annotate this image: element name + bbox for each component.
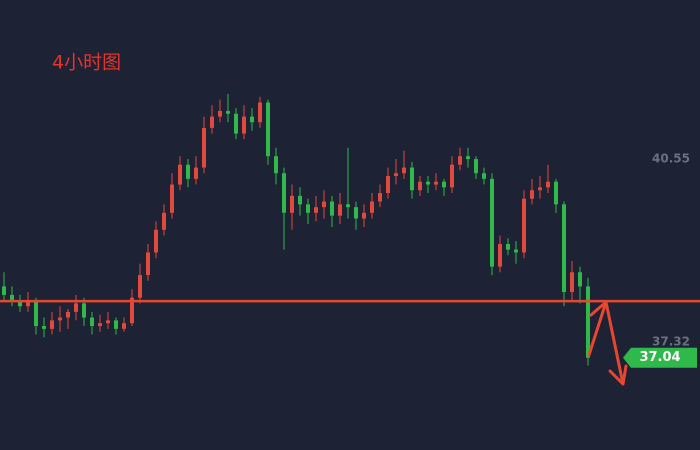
candle-body (402, 167, 406, 174)
candle-body (354, 207, 358, 219)
candle-body (34, 300, 38, 327)
candle-body (570, 272, 574, 293)
candle-body (562, 204, 566, 293)
last-price-box (623, 347, 697, 368)
candle-body (42, 326, 46, 329)
candle-body (490, 178, 494, 267)
candle-body (2, 286, 6, 295)
candle-body (466, 156, 470, 160)
y-tick-label: 40.55 (652, 152, 690, 166)
candle-body (146, 252, 150, 276)
candle-body (66, 311, 70, 318)
candle-body (546, 181, 550, 188)
candle-body (538, 187, 542, 191)
candle-body (514, 249, 518, 253)
candle-body (210, 116, 214, 128)
candle-body (322, 201, 326, 208)
candle-body (290, 195, 294, 213)
candle-body (338, 204, 342, 216)
candle-body (26, 300, 30, 307)
candle-body (586, 286, 590, 358)
candle-body (186, 164, 190, 179)
candle-body (330, 201, 334, 216)
candle-body (474, 159, 478, 174)
candle-body (122, 323, 126, 329)
candle-body (450, 164, 454, 188)
candle-body (170, 184, 174, 213)
candle-body (442, 181, 446, 188)
candle-body (202, 127, 206, 168)
candle-body (578, 272, 582, 287)
annotation-arrow (587, 300, 628, 386)
candle-body (394, 173, 398, 177)
candle-body (362, 212, 366, 219)
candle-body (274, 156, 278, 174)
candle-body (74, 303, 78, 312)
candle-body (50, 320, 54, 329)
candle-body (386, 176, 390, 194)
candle-body (234, 113, 238, 134)
candle-body (418, 181, 422, 191)
candle-body (250, 116, 254, 123)
candle-body (82, 303, 86, 318)
candle-body (130, 297, 134, 324)
last-price-label: 37.04 (639, 350, 680, 365)
y-tick-label: 37.32 (652, 334, 690, 348)
candle-body (178, 164, 182, 185)
candle-body (10, 294, 14, 301)
candle-body (506, 243, 510, 250)
candle-body (410, 167, 414, 191)
candle-body (114, 320, 118, 329)
candle-body (314, 207, 318, 213)
candle-body (218, 110, 222, 117)
candle-body (482, 173, 486, 179)
candle-body (346, 204, 350, 208)
candle-body (458, 156, 462, 165)
candle-body (194, 167, 198, 179)
candle-body (154, 229, 158, 253)
candle-body (282, 173, 286, 213)
candle-body (378, 193, 382, 202)
candle-body (434, 181, 438, 185)
candle-body (106, 320, 110, 324)
candle-body (18, 300, 22, 307)
candle-body (138, 275, 142, 298)
candle-body (370, 201, 374, 213)
chart-title: 4小时图 (52, 52, 121, 74)
candle-body (58, 317, 62, 321)
candle-body (306, 204, 310, 213)
candle-body (298, 195, 302, 205)
candle-body (266, 102, 270, 157)
candle-body (498, 243, 502, 267)
candle-body (90, 317, 94, 327)
candle-body (258, 102, 262, 123)
candle-body (98, 323, 102, 327)
candle-body (530, 190, 534, 199)
candle-body (522, 198, 526, 253)
candle-body (426, 181, 430, 185)
candle-body (242, 116, 246, 134)
candle-body (162, 212, 166, 230)
candle-body (554, 181, 558, 205)
candle-body (226, 110, 230, 114)
